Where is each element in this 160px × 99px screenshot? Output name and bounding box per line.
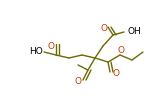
Text: O: O — [112, 69, 120, 79]
Text: O: O — [48, 41, 55, 50]
Text: O: O — [117, 46, 124, 55]
Text: HO: HO — [29, 47, 43, 56]
Text: OH: OH — [128, 27, 142, 36]
Text: O: O — [100, 23, 108, 32]
Text: O: O — [75, 78, 81, 87]
